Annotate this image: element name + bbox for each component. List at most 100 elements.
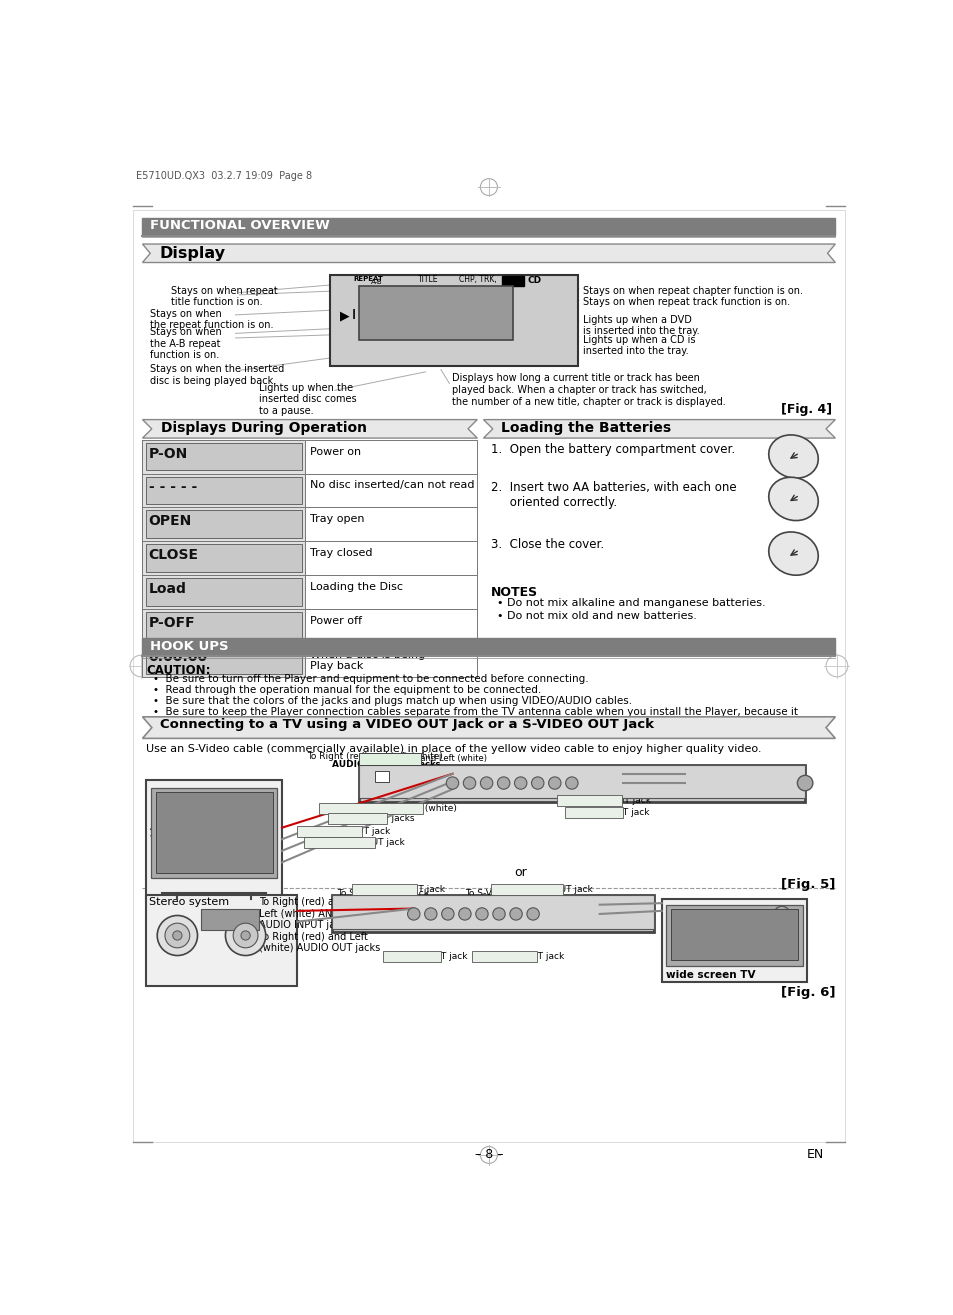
- Circle shape: [497, 777, 509, 789]
- Circle shape: [407, 907, 419, 920]
- Text: To VIDEO OUT jack: To VIDEO OUT jack: [566, 807, 649, 817]
- Text: CAUTION:: CAUTION:: [146, 664, 211, 677]
- Text: Stays on when repeat chapter function is on.: Stays on when repeat chapter function is…: [582, 285, 801, 296]
- Text: DVD: DVD: [503, 276, 520, 283]
- Text: 0·00·00: 0·00·00: [365, 289, 472, 313]
- Text: Use an S-Video cable (commercially available) in place of the yellow video cable: Use an S-Video cable (commercially avail…: [146, 744, 761, 753]
- Text: 2.  Insert two AA batteries, with each one
     oriented correctly.: 2. Insert two AA batteries, with each on…: [491, 481, 736, 509]
- Circle shape: [233, 923, 257, 948]
- Text: •  Read through the operation manual for the equipment to be connected.: • Read through the operation manual for …: [152, 685, 540, 696]
- Bar: [303, 836, 375, 848]
- Text: Tray closed: Tray closed: [310, 548, 372, 558]
- Circle shape: [225, 915, 266, 956]
- Bar: [142, 643, 305, 677]
- Bar: [297, 826, 362, 836]
- Bar: [146, 510, 302, 538]
- Text: Loading the Disc: Loading the Disc: [310, 583, 402, 592]
- Bar: [557, 796, 621, 806]
- Circle shape: [526, 907, 538, 920]
- Bar: [142, 473, 476, 508]
- Text: [Fig. 5]: [Fig. 5]: [781, 877, 835, 890]
- Text: or: or: [514, 867, 527, 880]
- Bar: [146, 476, 302, 504]
- Text: FUNCTIONAL OVERVIEW: FUNCTIONAL OVERVIEW: [150, 220, 330, 233]
- Text: •  Be sure to turn off the Player and equipment to be connected before connectin: • Be sure to turn off the Player and equ…: [152, 675, 588, 685]
- Text: • Do not mix old and new batteries.: • Do not mix old and new batteries.: [497, 611, 696, 621]
- Text: ❙❙: ❙❙: [349, 309, 365, 320]
- Circle shape: [424, 907, 436, 920]
- Circle shape: [157, 915, 197, 956]
- Circle shape: [509, 907, 521, 920]
- Text: Displays how long a current title or track has been
played back. When a chapter : Displays how long a current title or tra…: [452, 373, 725, 406]
- Bar: [142, 542, 305, 575]
- Text: To VIDEO OUT jack: To VIDEO OUT jack: [384, 952, 467, 961]
- Text: AUDIO OUT jacks: AUDIO OUT jacks: [360, 760, 440, 769]
- Text: • Do not mix alkaline and manganese batteries.: • Do not mix alkaline and manganese batt…: [497, 598, 764, 609]
- Bar: [666, 905, 802, 967]
- Text: Connecting to a TV using a VIDEO OUT Jack or a S-VIDEO OUT Jack: Connecting to a TV using a VIDEO OUT Jac…: [159, 718, 653, 731]
- Circle shape: [165, 923, 190, 948]
- Text: - - - - -: - - - - -: [149, 480, 196, 494]
- Text: When a disc is being
Play back: When a disc is being Play back: [310, 650, 425, 672]
- Text: Tray open: Tray open: [310, 514, 364, 525]
- Bar: [359, 764, 804, 798]
- Circle shape: [514, 777, 526, 789]
- Text: To Right (red) and Left
(white) AUDIO OUT jacks: To Right (red) and Left (white) AUDIO OU…: [258, 931, 379, 953]
- Bar: [359, 287, 513, 341]
- Circle shape: [172, 931, 182, 940]
- Text: ▶: ▶: [340, 309, 350, 322]
- Bar: [142, 609, 305, 643]
- Text: To VIDEO INPUT jack: To VIDEO INPUT jack: [298, 827, 390, 836]
- Circle shape: [531, 777, 543, 789]
- Bar: [155, 792, 273, 873]
- Text: CLOSE: CLOSE: [149, 548, 198, 563]
- Bar: [142, 218, 835, 235]
- Text: To S-VIDEO OUT jack: To S-VIDEO OUT jack: [558, 796, 650, 805]
- Circle shape: [446, 777, 458, 789]
- Text: A-B: A-B: [371, 280, 382, 285]
- Bar: [328, 813, 387, 825]
- Text: 3.  Close the cover.: 3. Close the cover.: [491, 538, 604, 551]
- Bar: [142, 439, 476, 473]
- Circle shape: [463, 777, 476, 789]
- Text: Stereo system: Stereo system: [149, 897, 229, 907]
- Text: To S-VIDEO OUT jack: To S-VIDEO OUT jack: [336, 889, 428, 898]
- Bar: [501, 276, 523, 285]
- Text: 0·00·00: 0·00·00: [365, 309, 472, 334]
- Bar: [661, 898, 806, 982]
- Text: AUDIO INPUT jacks: AUDIO INPUT jacks: [330, 814, 415, 823]
- Text: NOTES: NOTES: [491, 586, 537, 598]
- Text: To Right (red) and Left (white): To Right (red) and Left (white): [307, 752, 442, 761]
- Bar: [472, 951, 537, 961]
- Text: 1.  Open the battery compartment cover.: 1. Open the battery compartment cover.: [491, 443, 735, 456]
- Text: Lights up when a DVD
is inserted into the tray.: Lights up when a DVD is inserted into th…: [582, 314, 699, 337]
- Bar: [146, 780, 282, 899]
- Bar: [142, 643, 476, 677]
- Polygon shape: [483, 419, 835, 438]
- Text: P-ON: P-ON: [149, 447, 188, 460]
- Polygon shape: [142, 419, 476, 438]
- Text: Stays on when
the repeat function is on.: Stays on when the repeat function is on.: [150, 309, 274, 330]
- Bar: [146, 611, 302, 640]
- Bar: [491, 884, 562, 894]
- Text: To S-VIDEO INPUT jack: To S-VIDEO INPUT jack: [493, 885, 592, 894]
- Text: Power off: Power off: [310, 615, 361, 626]
- Text: To S-VIDEO INPUT jack: To S-VIDEO INPUT jack: [464, 889, 564, 898]
- Text: Lights up when the
inserted disc comes
to a pause.: Lights up when the inserted disc comes t…: [258, 383, 356, 416]
- Text: Lights up when a CD is
inserted into the tray.: Lights up when a CD is inserted into the…: [582, 335, 695, 356]
- Text: may cause electrical interference when you are watching television programs.: may cause electrical interference when y…: [152, 718, 569, 727]
- Text: •  Be sure to keep the Player connection cables separate from the TV antenna cab: • Be sure to keep the Player connection …: [152, 706, 797, 717]
- Bar: [142, 473, 305, 508]
- Text: Stays on when repeat track function is on.: Stays on when repeat track function is o…: [582, 297, 789, 308]
- Circle shape: [458, 907, 471, 920]
- Text: EN: EN: [806, 1148, 823, 1161]
- Text: CD: CD: [527, 276, 541, 284]
- Text: P-OFF: P-OFF: [149, 615, 195, 630]
- Text: CHP, TRK,: CHP, TRK,: [458, 275, 496, 284]
- Bar: [670, 909, 798, 960]
- Text: To S-VIDEO OUT jack: To S-VIDEO OUT jack: [353, 885, 445, 894]
- Text: HOOK UPS: HOOK UPS: [150, 640, 229, 652]
- Bar: [375, 771, 389, 782]
- Circle shape: [565, 777, 578, 789]
- Bar: [142, 508, 305, 542]
